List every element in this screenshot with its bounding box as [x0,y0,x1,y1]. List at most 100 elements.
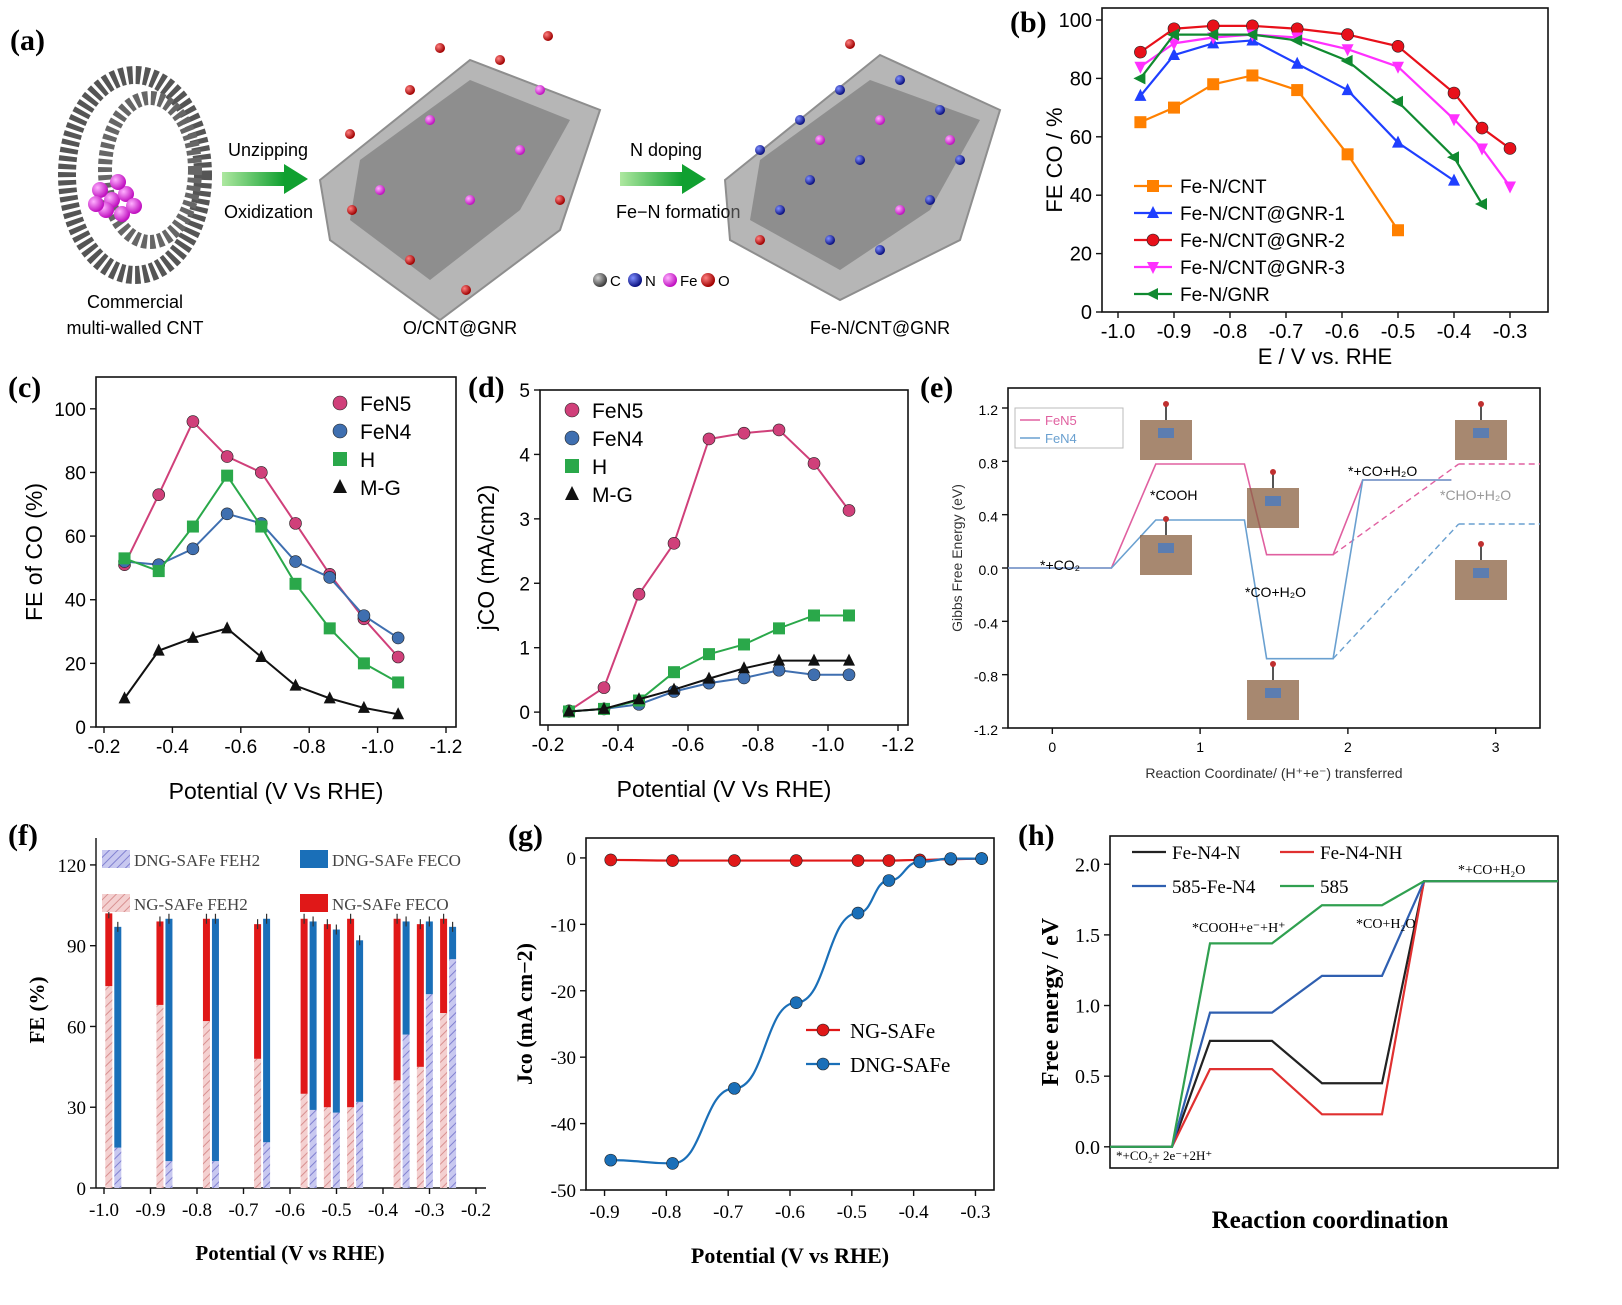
b-xtick-label: -1.0 [1101,321,1135,343]
f-xtick-label: -0.5 [321,1200,351,1221]
c-legend-marker-0 [332,395,348,411]
f-bar-ng-co [254,924,262,1059]
c-xlabel: Potential (V Vs RHE) [169,778,384,804]
b-marker-4 [1245,28,1258,41]
e-branch-1 [1332,523,1460,660]
e-xtick-label: 1 [1196,739,1204,755]
e-ylabel: Gibbs Free Energy (eV) [949,484,965,632]
e-legend-label-1: FeN4 [1045,431,1077,446]
g-xtick-label: -0.5 [837,1202,867,1223]
g-xtick-label: -0.8 [651,1202,681,1223]
panel-label-a: (a) [10,24,45,57]
c-marker-1 [391,631,405,645]
h-annot-3: *+CO+H₂O [1458,863,1525,878]
c-xtick-label: -0.2 [88,737,121,758]
e-molecule-model-2 [1247,469,1299,528]
h-ytick-label: 0.5 [1075,1066,1100,1088]
b-xtick-label: -0.4 [1437,321,1471,343]
b-marker-4 [1290,34,1303,47]
b-series-line-1 [1139,39,1455,182]
e-ytick-label: -0.8 [974,669,998,685]
f-xtick-label: -0.6 [275,1200,305,1221]
f-xtick-label: -1.0 [89,1200,119,1221]
c-legend-marker-1 [332,423,348,439]
f-legend-label-2: NG-SAFe FEH2 [134,895,248,914]
b-marker-0 [1207,78,1220,91]
b-marker-3 [1392,61,1404,74]
e-ytick-label: -0.4 [974,615,998,631]
b-marker-2 [1391,39,1405,53]
f-xtick-label: -0.8 [182,1200,212,1221]
e-molecule-center [1473,568,1489,578]
b-marker-0 [1246,69,1259,82]
f-ytick-label: 0 [77,1179,87,1200]
c-marker-3 [152,643,165,656]
d-marker-3 [843,653,855,666]
b-marker-4 [1391,95,1403,108]
c-ytick-label: 100 [54,400,86,421]
f-xtick-label: -0.4 [368,1200,399,1221]
f-legend-swatch-1 [300,850,328,868]
d-marker-3 [808,653,820,666]
b-marker-3 [1134,61,1147,74]
e-molecule-model-4 [1455,401,1507,460]
g-series-line-1 [610,857,982,1165]
d-marker-2 [703,648,715,661]
plots: -1.0 -0.9 -0.8 -0.7 -0.6 -0.5 -0.4 -0.302040608… [21,7,1559,1268]
chart-g: -0.9 -0.8 -0.7 -0.6 -0.5 -0.4 -0.3 0 -10 -20 -30 -4… [512,837,995,1268]
e-molecule-center [1265,688,1281,698]
e-xtick-label: 2 [1344,739,1352,755]
panel-label-g: (g) [508,819,543,852]
c-ytick-label: 20 [65,654,86,675]
f-legend-swatch-2 [102,894,130,912]
d-marker-0 [737,426,751,440]
d-xtick-label: -0.4 [602,735,635,756]
d-ytick-label: 2 [519,574,530,595]
d-marker-0 [667,537,681,550]
g-ytick-label: -40 [551,1115,576,1136]
g-ytick-label: -50 [551,1181,576,1202]
panel-label-f: (f) [8,819,38,852]
h-series-line-3 [1110,880,1558,1148]
h-frame [1109,835,1559,1169]
g-ytick-label: -10 [551,915,576,936]
d-legend-marker-3 [565,486,579,500]
f-bar-dng-co [332,929,340,1113]
f-bar-ng-h2 [416,1066,424,1188]
g-xtick-label: -0.7 [713,1202,743,1223]
c-legend-marker-3 [333,479,347,493]
e-ytick-label: 1.2 [979,402,999,418]
d-marker-0 [807,457,821,470]
legend-n: N [645,273,656,290]
f-bar-ng-co [416,924,424,1067]
e-ytick-label: 0.0 [979,562,999,578]
d-marker-1 [737,671,751,685]
f-ytick-label: 60 [67,1017,86,1038]
g-marker-1 [975,852,988,865]
d-legend-label-2: H [592,456,607,479]
g-frame [585,837,995,1191]
e-molecule-model-3 [1247,661,1299,720]
b-marker-2 [1134,45,1147,59]
panel-a-schematic: Unzipping Oxidization N doping Fe−N form… [58,31,1002,338]
e-annot-4: *CHO+H₂O [1440,487,1511,503]
e-molecule-atom [1270,469,1276,475]
b-ytick-label: 40 [1070,185,1092,207]
e-series-line-1 [1008,479,1452,660]
c-marker-3 [392,707,405,720]
c-marker-1 [357,609,371,622]
step2-top-label: N doping [630,140,702,160]
d-marker-0 [842,504,856,517]
c-marker-2 [152,565,165,578]
e-ytick-label: -1.2 [974,722,998,738]
f-legend-label-3: NG-SAFe FECO [332,895,449,914]
h-ylabel: Free energy / eV [1038,917,1064,1086]
d-xtick-label: -1.0 [812,735,845,756]
d-marker-3 [563,704,575,717]
g-xtick-label: -0.9 [590,1202,620,1223]
b-marker-1 [1134,88,1147,101]
b-marker-2 [1341,28,1354,41]
label-fe-n-cnt-gnr: Fe-N/CNT@GNR [810,318,950,338]
f-bar-dng-h2 [211,1161,219,1188]
c-legend-label-2: H [360,449,375,472]
